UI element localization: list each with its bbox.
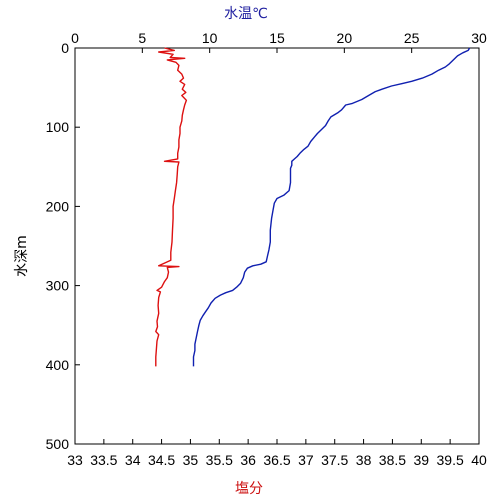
salinity-line [155, 47, 188, 367]
bottom-tick-label: 34.5 [148, 452, 175, 468]
bottom-tick-label: 35.5 [206, 452, 233, 468]
bottom-tick-label: 33 [67, 452, 83, 468]
bottom-axis-title: 塩分 [235, 481, 263, 497]
water-temperature-line [192, 47, 471, 367]
top-tick-label: 15 [269, 30, 285, 46]
left-tick-label: 500 [46, 436, 70, 452]
bottom-tick-label: 37.5 [321, 452, 348, 468]
bottom-tick-label: 34 [125, 452, 141, 468]
bottom-tick-label: 37 [298, 452, 314, 468]
top-tick-label: 0 [71, 30, 79, 46]
top-tick-label: 20 [337, 30, 353, 46]
top-tick-label: 30 [471, 30, 487, 46]
top-tick-label: 5 [138, 30, 146, 46]
bottom-tick-label: 40 [471, 452, 487, 468]
bottom-tick-label: 38 [356, 452, 372, 468]
bottom-tick-label: 35 [183, 452, 199, 468]
bottom-tick-label: 39 [413, 452, 429, 468]
left-tick-label: 300 [46, 278, 70, 294]
bottom-tick-label: 38.5 [379, 452, 406, 468]
left-tick-label: 200 [46, 198, 70, 214]
left-tick-label: 100 [46, 119, 70, 135]
plot-frame [74, 47, 480, 445]
top-tick-label: 25 [404, 30, 420, 46]
left-axis-ticks: 0 100 200 300 400 500 [46, 40, 80, 452]
left-tick-label: 0 [61, 40, 69, 56]
bottom-tick-label: 36 [240, 452, 256, 468]
top-axis-ticks: 0 5 10 15 20 25 30 [71, 30, 487, 53]
series-layer [155, 47, 471, 367]
top-axis-title: 水温℃ [224, 6, 268, 22]
bottom-tick-label: 39.5 [437, 452, 464, 468]
left-axis-title: 水深m [14, 235, 30, 277]
bottom-tick-label: 36.5 [263, 452, 290, 468]
left-tick-label: 400 [46, 357, 70, 373]
top-tick-label: 10 [202, 30, 218, 46]
bottom-tick-label: 33.5 [90, 452, 117, 468]
bottom-axis-ticks: 33 33.5 34 34.5 35 35.5 36 36.5 37 37.5 38 38.5 39 39… [67, 439, 487, 468]
